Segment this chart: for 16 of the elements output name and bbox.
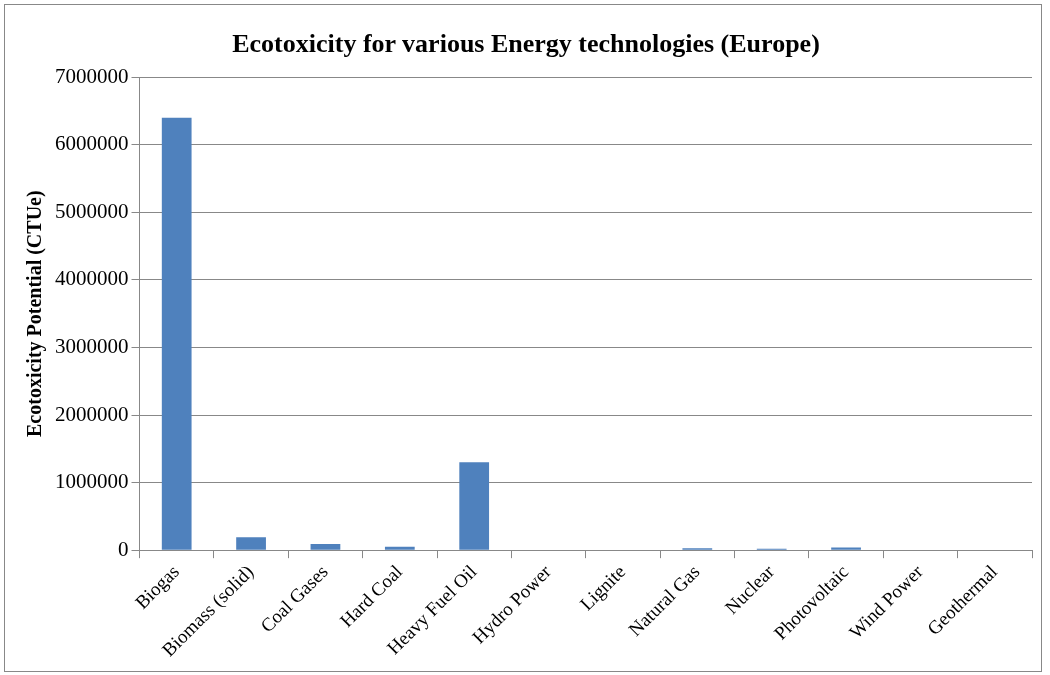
bar: [459, 462, 490, 550]
y-tick-label: 2000000: [55, 401, 129, 426]
bar: [831, 547, 861, 550]
y-tick-label: 3000000: [55, 333, 129, 358]
y-axis-title: Ecotoxicity Potential (CTUe): [23, 190, 47, 437]
y-tick-label: 1000000: [55, 469, 129, 494]
bar: [310, 544, 341, 550]
bar: [384, 546, 415, 550]
y-tick-label: 7000000: [55, 63, 129, 88]
y-tick-label: 5000000: [55, 198, 129, 223]
y-tick-label: 6000000: [55, 131, 129, 156]
y-tick-label: 0: [118, 536, 129, 561]
y-tick-label: 4000000: [55, 266, 129, 291]
chart-title: Ecotoxicity for various Energy technologies (Europe): [232, 29, 820, 59]
bar: [236, 537, 266, 550]
bar: [161, 117, 192, 550]
